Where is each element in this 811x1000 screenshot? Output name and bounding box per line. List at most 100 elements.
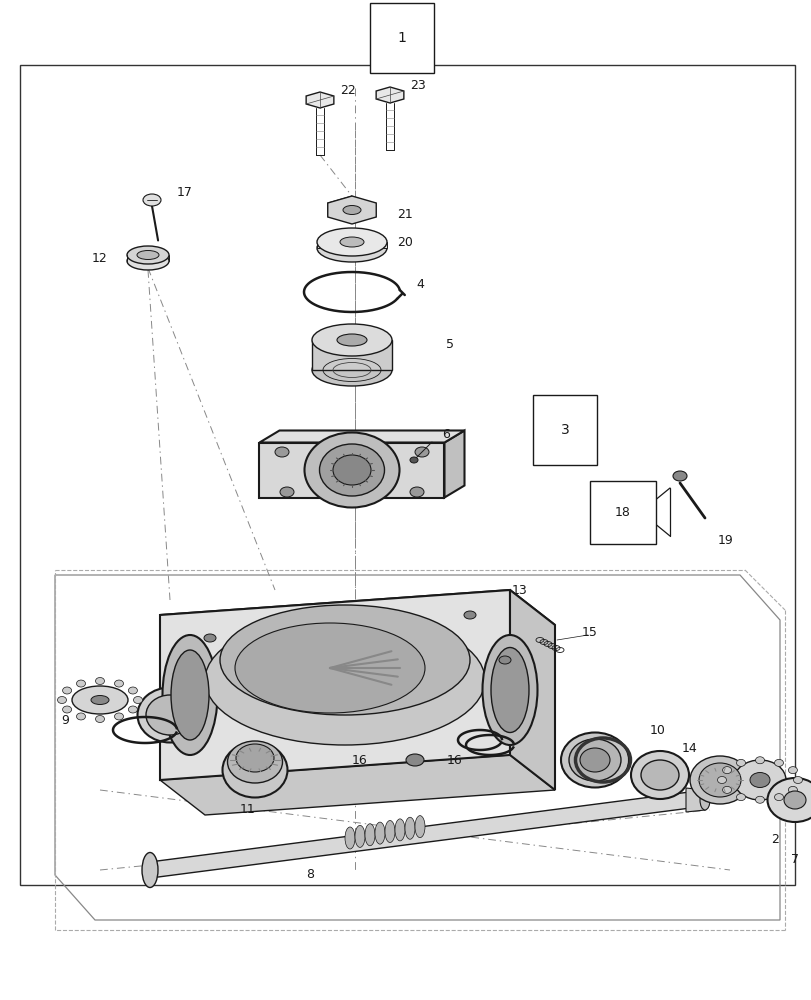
Ellipse shape bbox=[62, 687, 71, 694]
Polygon shape bbox=[311, 340, 392, 370]
Polygon shape bbox=[328, 196, 375, 224]
Ellipse shape bbox=[342, 206, 361, 215]
Ellipse shape bbox=[333, 455, 371, 485]
Ellipse shape bbox=[672, 471, 686, 481]
Text: 1: 1 bbox=[397, 31, 406, 45]
Ellipse shape bbox=[560, 732, 629, 788]
Ellipse shape bbox=[146, 695, 194, 735]
Text: 22: 22 bbox=[340, 84, 355, 97]
Ellipse shape bbox=[114, 713, 123, 720]
Ellipse shape bbox=[736, 759, 744, 766]
Ellipse shape bbox=[345, 827, 354, 849]
Ellipse shape bbox=[204, 634, 216, 642]
Ellipse shape bbox=[280, 487, 294, 497]
Text: 8: 8 bbox=[306, 868, 314, 881]
Ellipse shape bbox=[275, 447, 289, 457]
Ellipse shape bbox=[142, 852, 158, 887]
Ellipse shape bbox=[128, 687, 137, 694]
Ellipse shape bbox=[774, 794, 783, 801]
Ellipse shape bbox=[58, 696, 67, 704]
Ellipse shape bbox=[414, 447, 428, 457]
Ellipse shape bbox=[630, 751, 689, 799]
Ellipse shape bbox=[569, 739, 620, 781]
Polygon shape bbox=[444, 430, 464, 497]
Ellipse shape bbox=[733, 760, 785, 800]
Ellipse shape bbox=[137, 688, 202, 742]
Ellipse shape bbox=[220, 605, 470, 715]
Polygon shape bbox=[148, 792, 690, 878]
Ellipse shape bbox=[375, 822, 384, 844]
Ellipse shape bbox=[410, 487, 423, 497]
Ellipse shape bbox=[463, 611, 475, 619]
Text: 20: 20 bbox=[397, 236, 413, 249]
Text: 14: 14 bbox=[681, 742, 697, 754]
Ellipse shape bbox=[316, 234, 387, 262]
Polygon shape bbox=[316, 242, 387, 248]
Ellipse shape bbox=[787, 786, 796, 793]
Ellipse shape bbox=[499, 656, 510, 664]
Ellipse shape bbox=[76, 680, 85, 687]
Ellipse shape bbox=[162, 635, 217, 755]
Text: 13: 13 bbox=[512, 584, 527, 596]
Ellipse shape bbox=[133, 696, 142, 704]
Ellipse shape bbox=[774, 759, 783, 766]
Text: 7: 7 bbox=[790, 853, 798, 866]
Ellipse shape bbox=[127, 246, 169, 264]
Ellipse shape bbox=[783, 791, 805, 809]
Polygon shape bbox=[160, 590, 554, 650]
Ellipse shape bbox=[72, 686, 128, 714]
Text: 18: 18 bbox=[614, 506, 630, 518]
Ellipse shape bbox=[405, 817, 414, 839]
Text: 5: 5 bbox=[445, 338, 453, 352]
Ellipse shape bbox=[406, 754, 423, 766]
Text: 10: 10 bbox=[650, 724, 665, 736]
Ellipse shape bbox=[76, 713, 85, 720]
Ellipse shape bbox=[749, 772, 769, 787]
Ellipse shape bbox=[222, 742, 287, 797]
Ellipse shape bbox=[384, 820, 394, 842]
Ellipse shape bbox=[699, 790, 709, 810]
Ellipse shape bbox=[491, 648, 528, 732]
Ellipse shape bbox=[236, 744, 273, 772]
Text: 12: 12 bbox=[92, 251, 108, 264]
Ellipse shape bbox=[96, 678, 105, 684]
Text: 21: 21 bbox=[397, 209, 412, 222]
Polygon shape bbox=[375, 87, 403, 103]
Ellipse shape bbox=[204, 615, 484, 745]
Ellipse shape bbox=[354, 825, 365, 847]
Text: 6: 6 bbox=[441, 428, 449, 442]
Polygon shape bbox=[160, 590, 509, 780]
Ellipse shape bbox=[319, 444, 384, 496]
Ellipse shape bbox=[698, 763, 740, 797]
Ellipse shape bbox=[754, 757, 764, 764]
Text: 3: 3 bbox=[560, 423, 569, 437]
Ellipse shape bbox=[689, 756, 749, 804]
Ellipse shape bbox=[736, 794, 744, 801]
Ellipse shape bbox=[227, 741, 282, 783]
Ellipse shape bbox=[640, 760, 678, 790]
Text: 2: 2 bbox=[770, 833, 778, 846]
Ellipse shape bbox=[127, 252, 169, 270]
Ellipse shape bbox=[394, 819, 405, 841]
Ellipse shape bbox=[96, 716, 105, 722]
Text: 4: 4 bbox=[415, 278, 423, 292]
Ellipse shape bbox=[717, 776, 726, 783]
Text: 23: 23 bbox=[410, 79, 425, 92]
Text: 16: 16 bbox=[447, 754, 462, 766]
Ellipse shape bbox=[365, 824, 375, 846]
Ellipse shape bbox=[143, 194, 161, 206]
Ellipse shape bbox=[340, 237, 363, 247]
Ellipse shape bbox=[766, 778, 811, 822]
Polygon shape bbox=[306, 92, 333, 108]
Ellipse shape bbox=[311, 324, 392, 356]
Polygon shape bbox=[260, 430, 464, 442]
Text: 16: 16 bbox=[352, 754, 367, 766]
Polygon shape bbox=[328, 196, 351, 215]
Ellipse shape bbox=[722, 767, 731, 774]
Ellipse shape bbox=[754, 796, 764, 803]
Ellipse shape bbox=[128, 706, 137, 713]
Polygon shape bbox=[160, 755, 554, 815]
Polygon shape bbox=[260, 442, 444, 497]
Polygon shape bbox=[509, 590, 554, 790]
Ellipse shape bbox=[137, 250, 159, 259]
